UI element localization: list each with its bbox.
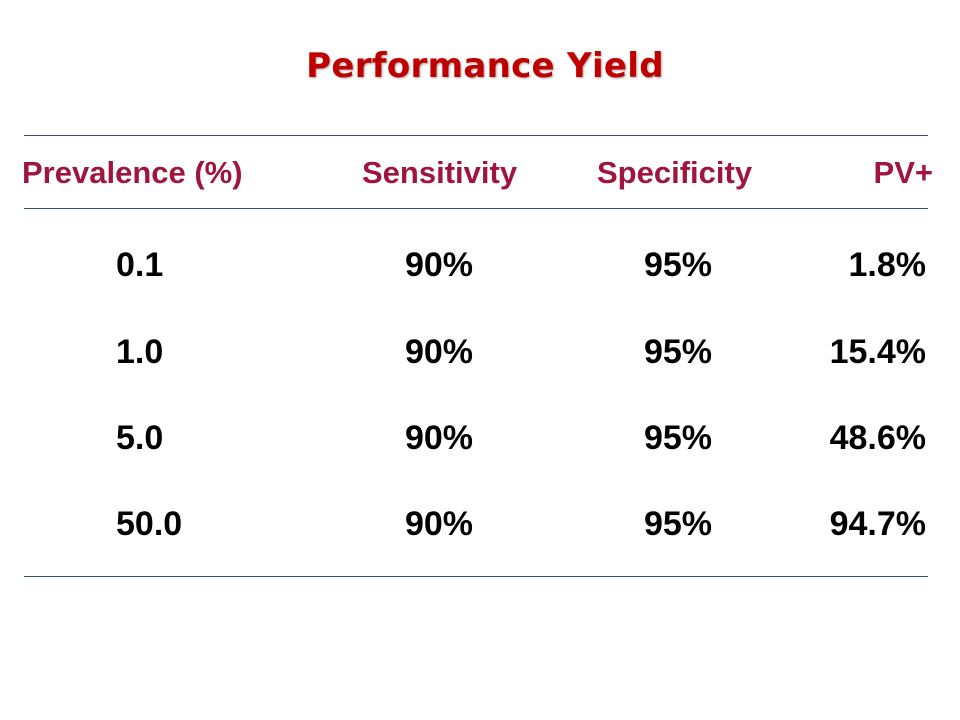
cell-sensitivity: 90%: [404, 419, 473, 457]
table-row: 1.0 90% 95% 15.4%: [0, 330, 960, 374]
table-row: 0.1 90% 95% 1.8%: [0, 243, 960, 287]
cell-specificity: 95%: [643, 419, 712, 457]
header-prevalence: Prevalence (%): [22, 155, 243, 190]
header-pv-plus: PV+: [873, 155, 933, 190]
header-specificity: Specificity: [597, 155, 753, 190]
cell-specificity: 95%: [643, 333, 712, 371]
cell-specificity: 95%: [643, 246, 712, 284]
table-header-rule: [24, 208, 928, 209]
cell-prevalence: 5.0: [116, 419, 164, 457]
table-row: 50.0 90% 95% 94.7%: [0, 502, 960, 546]
cell-prevalence: 50.0: [116, 505, 183, 543]
cell-sensitivity: 90%: [404, 246, 473, 284]
table-top-rule: [24, 135, 928, 136]
header-sensitivity: Sensitivity: [362, 155, 518, 190]
cell-specificity: 95%: [643, 505, 712, 543]
cell-sensitivity: 90%: [404, 333, 473, 371]
table-row: 5.0 90% 95% 48.6%: [0, 416, 960, 460]
cell-pv-plus: 1.8%: [848, 246, 927, 284]
cell-pv-plus: 48.6%: [829, 419, 926, 457]
cell-prevalence: 0.1: [116, 246, 164, 284]
cell-prevalence: 1.0: [116, 333, 164, 371]
table-bottom-rule: [24, 576, 928, 577]
cell-pv-plus: 15.4%: [829, 333, 926, 371]
cell-sensitivity: 90%: [404, 505, 473, 543]
page-title: Performance Yield: [306, 46, 664, 86]
cell-pv-plus: 94.7%: [829, 505, 926, 543]
